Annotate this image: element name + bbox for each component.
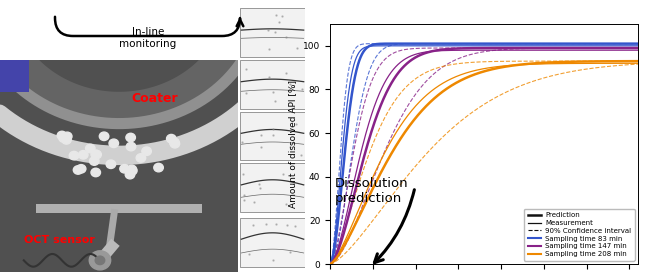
Point	[268, 258, 278, 262]
Point	[270, 99, 280, 103]
Point	[263, 28, 273, 32]
Point	[270, 29, 281, 34]
Point	[268, 127, 278, 132]
Text: Dissolution
prediction: Dissolution prediction	[335, 177, 409, 205]
Legend: Prediction, Measurement, 90% Confidence interval, Sampling time 83 min, Sampling: Prediction, Measurement, 90% Confidence …	[524, 209, 635, 261]
Point	[285, 144, 295, 149]
Point	[274, 19, 284, 24]
Circle shape	[92, 150, 102, 159]
Point	[285, 82, 295, 86]
Point	[289, 224, 300, 228]
Circle shape	[99, 132, 109, 141]
Circle shape	[57, 131, 67, 140]
Circle shape	[91, 150, 100, 159]
Circle shape	[166, 134, 176, 143]
Circle shape	[95, 256, 105, 265]
Circle shape	[59, 134, 69, 142]
Point	[281, 35, 291, 39]
Bar	[240, 8, 305, 57]
Circle shape	[61, 136, 71, 144]
Point	[237, 140, 247, 144]
Point	[249, 199, 259, 204]
Bar	[0, 60, 28, 92]
Point	[256, 132, 266, 137]
Point	[239, 193, 250, 197]
Point	[292, 46, 302, 51]
Circle shape	[109, 139, 118, 147]
Point	[271, 221, 281, 226]
Point	[254, 182, 265, 187]
Point	[255, 186, 265, 190]
Text: OCT sensor: OCT sensor	[24, 235, 95, 245]
Point	[296, 153, 306, 157]
Bar	[240, 163, 305, 212]
Circle shape	[142, 147, 151, 156]
Point	[281, 202, 291, 206]
Circle shape	[78, 151, 88, 159]
Bar	[36, 204, 203, 213]
Bar	[240, 60, 305, 109]
Y-axis label: Amount of dissolved API [%]: Amount of dissolved API [%]	[289, 80, 298, 208]
Point	[278, 172, 288, 176]
Point	[276, 14, 287, 18]
Point	[281, 222, 292, 227]
Point	[237, 172, 248, 176]
Point	[297, 87, 307, 91]
Point	[281, 70, 292, 75]
Bar	[240, 112, 305, 160]
Point	[239, 198, 250, 202]
Text: In-line
monitoring: In-line monitoring	[120, 27, 177, 49]
Point	[261, 222, 271, 226]
Text: Coater: Coater	[131, 92, 178, 105]
Circle shape	[73, 166, 83, 174]
Point	[267, 90, 278, 95]
Polygon shape	[0, 29, 248, 119]
Circle shape	[85, 144, 95, 153]
Circle shape	[91, 168, 100, 177]
Point	[244, 252, 254, 256]
Circle shape	[120, 165, 129, 173]
Circle shape	[154, 163, 163, 172]
Circle shape	[89, 251, 111, 270]
Point	[241, 91, 251, 95]
Circle shape	[69, 151, 79, 160]
Circle shape	[89, 157, 99, 165]
Circle shape	[170, 138, 179, 147]
Circle shape	[63, 132, 72, 141]
Circle shape	[170, 140, 180, 148]
Circle shape	[106, 160, 116, 168]
Circle shape	[127, 165, 137, 174]
Point	[263, 47, 274, 51]
Circle shape	[76, 165, 86, 173]
Circle shape	[126, 133, 135, 142]
Point	[248, 223, 258, 227]
Point	[256, 145, 267, 149]
Circle shape	[127, 166, 137, 175]
Point	[270, 13, 281, 17]
Point	[285, 250, 295, 254]
Point	[291, 122, 301, 126]
Point	[269, 132, 279, 137]
Point	[241, 67, 251, 71]
Circle shape	[126, 170, 135, 179]
Point	[263, 75, 274, 80]
Bar	[240, 218, 305, 267]
Circle shape	[136, 154, 146, 162]
Circle shape	[126, 142, 136, 151]
